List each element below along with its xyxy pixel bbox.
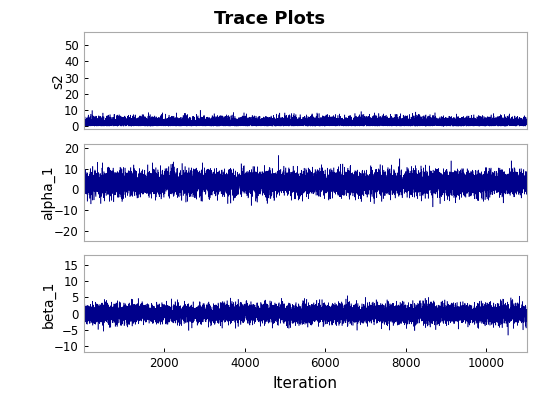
Text: Trace Plots: Trace Plots [214, 10, 326, 28]
X-axis label: Iteration: Iteration [273, 376, 338, 391]
Y-axis label: s2: s2 [51, 73, 65, 89]
Y-axis label: alpha_1: alpha_1 [42, 165, 56, 220]
Y-axis label: beta_1: beta_1 [42, 280, 56, 328]
